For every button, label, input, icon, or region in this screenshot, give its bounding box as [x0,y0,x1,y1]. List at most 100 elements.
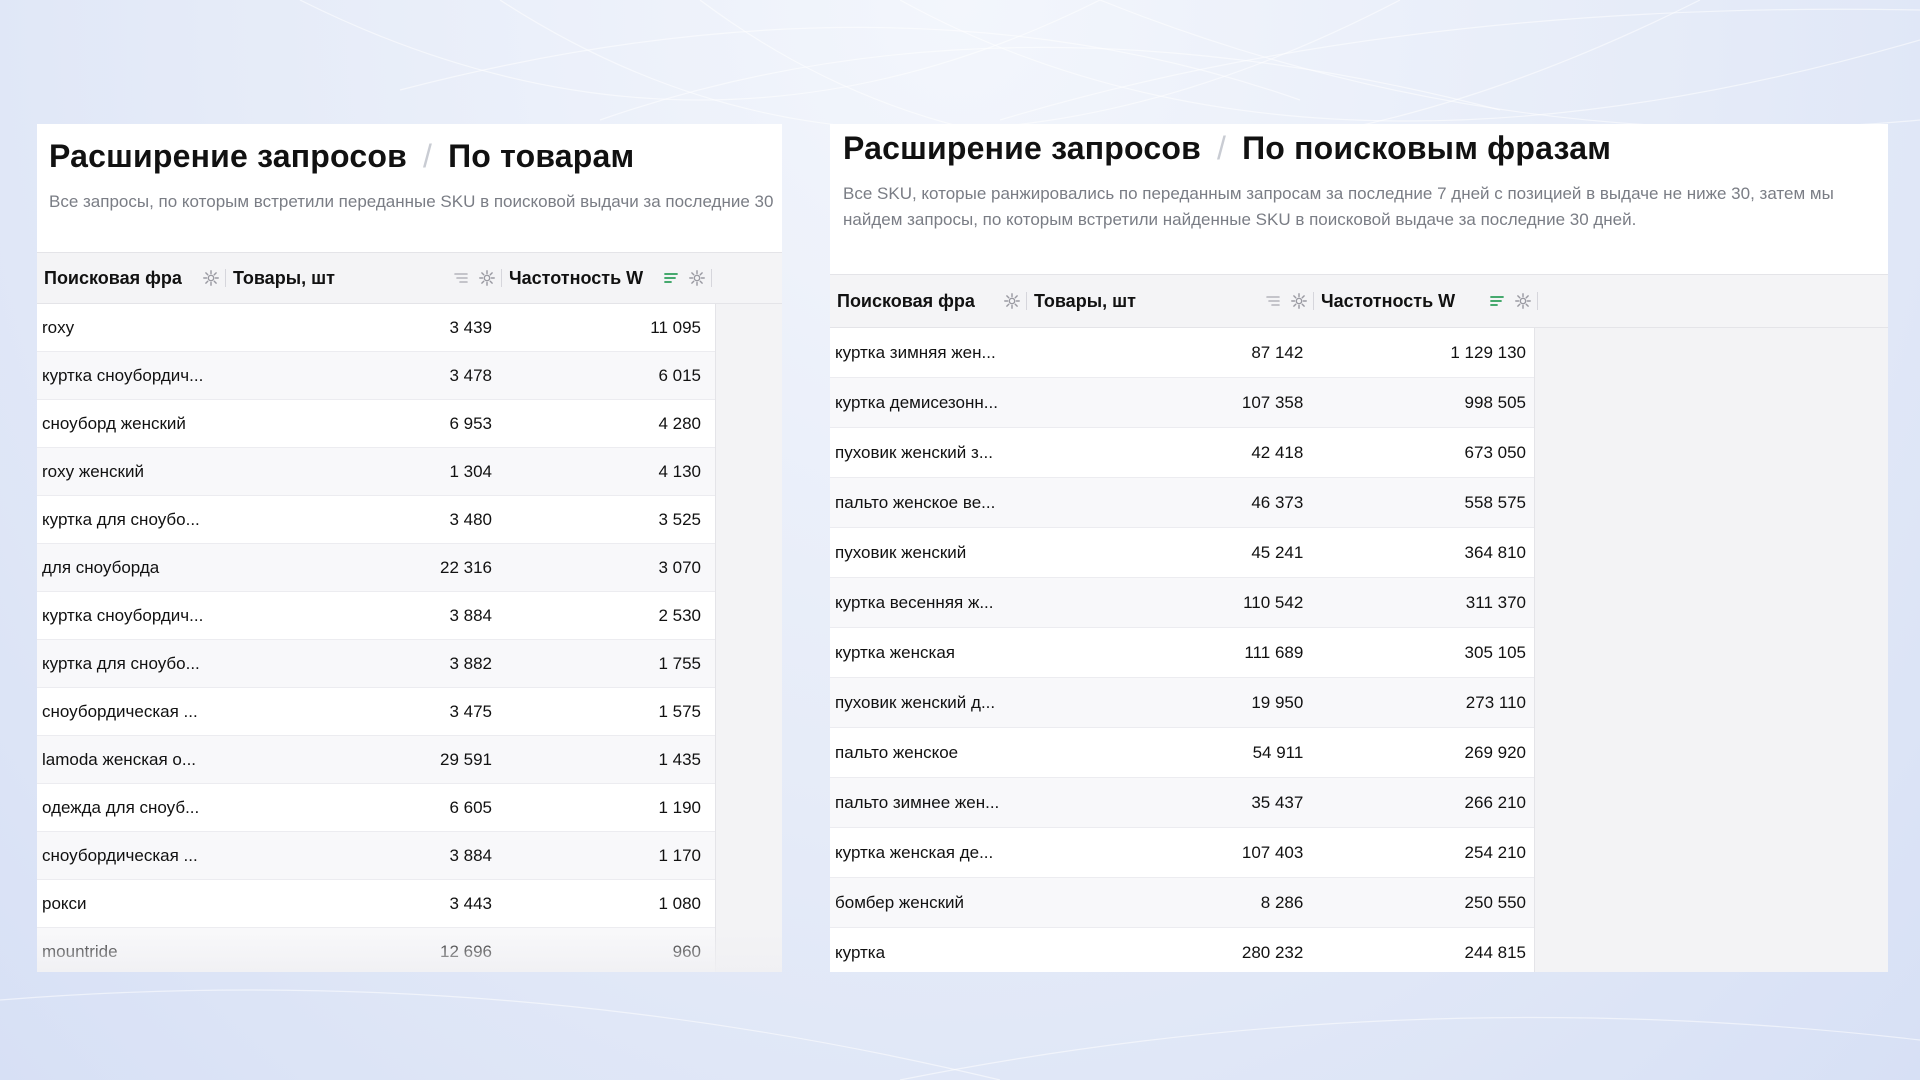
gear-icon[interactable] [1002,291,1022,311]
results-table: Поисковая фра Товары, шт [830,274,1888,972]
cell-frequency: 3 070 [658,557,701,577]
cell-query: пуховик женский [835,542,967,562]
cell-frequency: 364 810 [1464,542,1526,562]
column-divider [1537,292,1538,310]
cell-query: рокси [42,893,87,913]
table-row[interactable]: roxy женский 1 304 4 130 [37,448,715,496]
sort-icon[interactable] [1263,291,1283,311]
cell-query: сноубордическая ... [42,701,198,721]
column-header-frequency[interactable]: Частотность W [502,253,711,303]
cell-frequency: 11 095 [650,317,701,337]
gear-icon[interactable] [1513,291,1533,311]
table-body: roxy 3 439 11 095 куртка сноубордич... 3 478… [37,304,716,972]
table-row[interactable]: рокси 3 443 1 080 [37,880,715,928]
table-row[interactable]: пальто женское 54 911 269 920 [830,728,1534,778]
table-row[interactable]: куртка для сноубо... 3 882 1 755 [37,640,715,688]
page-title: Расширение запросов / По товарам [49,138,770,175]
cell-items: 3 439 [449,317,492,337]
title-separator: / [1217,130,1227,166]
cell-query: куртка женская [835,642,955,662]
table-row[interactable]: пуховик женский 45 241 364 810 [830,528,1534,578]
cell-frequency: 673 050 [1464,442,1526,462]
table-row[interactable]: куртка весенняя ж... 110 542 311 370 [830,578,1534,628]
cell-items: 280 232 [1241,942,1304,962]
cell-frequency: 311 370 [1465,592,1526,612]
gear-icon[interactable] [201,268,221,288]
sort-active-icon[interactable] [661,268,681,288]
cell-query: пальто женское [835,742,959,762]
table-header: Поисковая фра Товары, шт [830,274,1888,328]
table-row[interactable]: куртка демисезонн... 107 358 998 505 [830,378,1534,428]
table-row[interactable]: куртка 280 232 244 815 [830,928,1534,972]
cell-query: куртка сноубордич... [42,605,204,625]
table-row[interactable]: пуховик женский з... 42 418 673 050 [830,428,1534,478]
gear-icon[interactable] [477,268,497,288]
cell-query: roxy [42,317,75,337]
cell-items: 46 373 [1251,492,1304,512]
cell-items: 110 542 [1243,592,1304,612]
table-row[interactable]: бомбер женский 8 286 250 550 [830,878,1534,928]
table-row[interactable]: куртка женская де... 107 403 254 210 [830,828,1534,878]
cell-query: сноубордическая ... [42,845,198,865]
panel-header: Расширение запросов / По товарам Все зап… [37,124,782,252]
cell-query: roxy женский [42,461,144,481]
sort-icon[interactable] [451,268,471,288]
table-body: куртка зимняя жен... 87 142 1 129 130 куртк… [830,328,1535,972]
cell-query: куртка для сноубо... [42,509,200,529]
title-main: Расширение запросов [49,138,407,174]
column-divider [1026,292,1027,310]
table-row[interactable]: пуховик женский д... 19 950 273 110 [830,678,1534,728]
panel-by-search-phrases: Расширение запросов / По поисковым фраза… [830,124,1888,972]
cell-items: 45 241 [1251,542,1304,562]
gear-icon[interactable] [1289,291,1309,311]
gear-icon[interactable] [687,268,707,288]
column-label-frequency: Частотность W [1321,290,1456,311]
cell-items: 3 475 [449,701,492,721]
table-row[interactable]: сноубордическая ... 3 475 1 575 [37,688,715,736]
cell-frequency: 1 575 [658,701,701,721]
table-row[interactable]: mountride 12 696 960 [37,928,715,972]
cell-query: куртка [835,942,886,962]
title-tab[interactable]: По товарам [448,138,635,174]
cell-frequency: 998 505 [1464,392,1526,412]
table-row[interactable]: roxy 3 439 11 095 [37,304,715,352]
table-row[interactable]: куртка сноубордич... 3 884 2 530 [37,592,715,640]
cell-frequency: 1 755 [658,653,701,673]
column-header-frequency[interactable]: Частотность W [1314,275,1537,327]
cell-items: 42 418 [1251,442,1304,462]
table-row[interactable]: для сноуборда 22 316 3 070 [37,544,715,592]
cell-frequency: 244 815 [1464,942,1526,962]
column-header-items[interactable]: Товары, шт [226,253,501,303]
title-separator: / [423,138,433,174]
cell-items: 8 286 [1260,892,1304,912]
cell-frequency: 266 210 [1464,792,1526,812]
title-tab[interactable]: По поисковым фразам [1242,130,1612,166]
cell-frequency: 250 550 [1464,892,1526,912]
cell-query: куртка женская де... [835,842,994,862]
table-row[interactable]: пальто женское ве... 46 373 558 575 [830,478,1534,528]
column-label-frequency: Частотность W [509,267,644,288]
table-row[interactable]: куртка для сноубо... 3 480 3 525 [37,496,715,544]
table-row[interactable]: сноуборд женский 6 953 4 280 [37,400,715,448]
sort-active-icon[interactable] [1487,291,1507,311]
cell-items: 12 696 [440,941,492,961]
table-row[interactable]: куртка женская 111 689 305 105 [830,628,1534,678]
cell-items: 87 142 [1251,342,1304,362]
table-row[interactable]: сноубордическая ... 3 884 1 170 [37,832,715,880]
cell-frequency: 1 129 130 [1450,342,1526,362]
column-header-query[interactable]: Поисковая фра [37,253,225,303]
table-row[interactable]: куртка сноубордич... 3 478 6 015 [37,352,715,400]
cell-items: 6 953 [449,413,492,433]
column-divider [711,269,712,287]
cell-items: 35 437 [1251,792,1304,812]
cell-items: 107 403 [1241,842,1304,862]
table-row[interactable]: пальто зимнее жен... 35 437 266 210 [830,778,1534,828]
cell-query: пальто женское ве... [835,492,996,512]
table-row[interactable]: lamoda женская о... 29 591 1 435 [37,736,715,784]
column-header-items[interactable]: Товары, шт [1027,275,1313,327]
cell-query: пуховик женский з... [835,442,993,462]
table-row[interactable]: куртка зимняя жен... 87 142 1 129 130 [830,328,1534,378]
cell-frequency: 1 190 [658,797,701,817]
column-header-query[interactable]: Поисковая фра [830,275,1026,327]
table-row[interactable]: одежда для сноуб... 6 605 1 190 [37,784,715,832]
